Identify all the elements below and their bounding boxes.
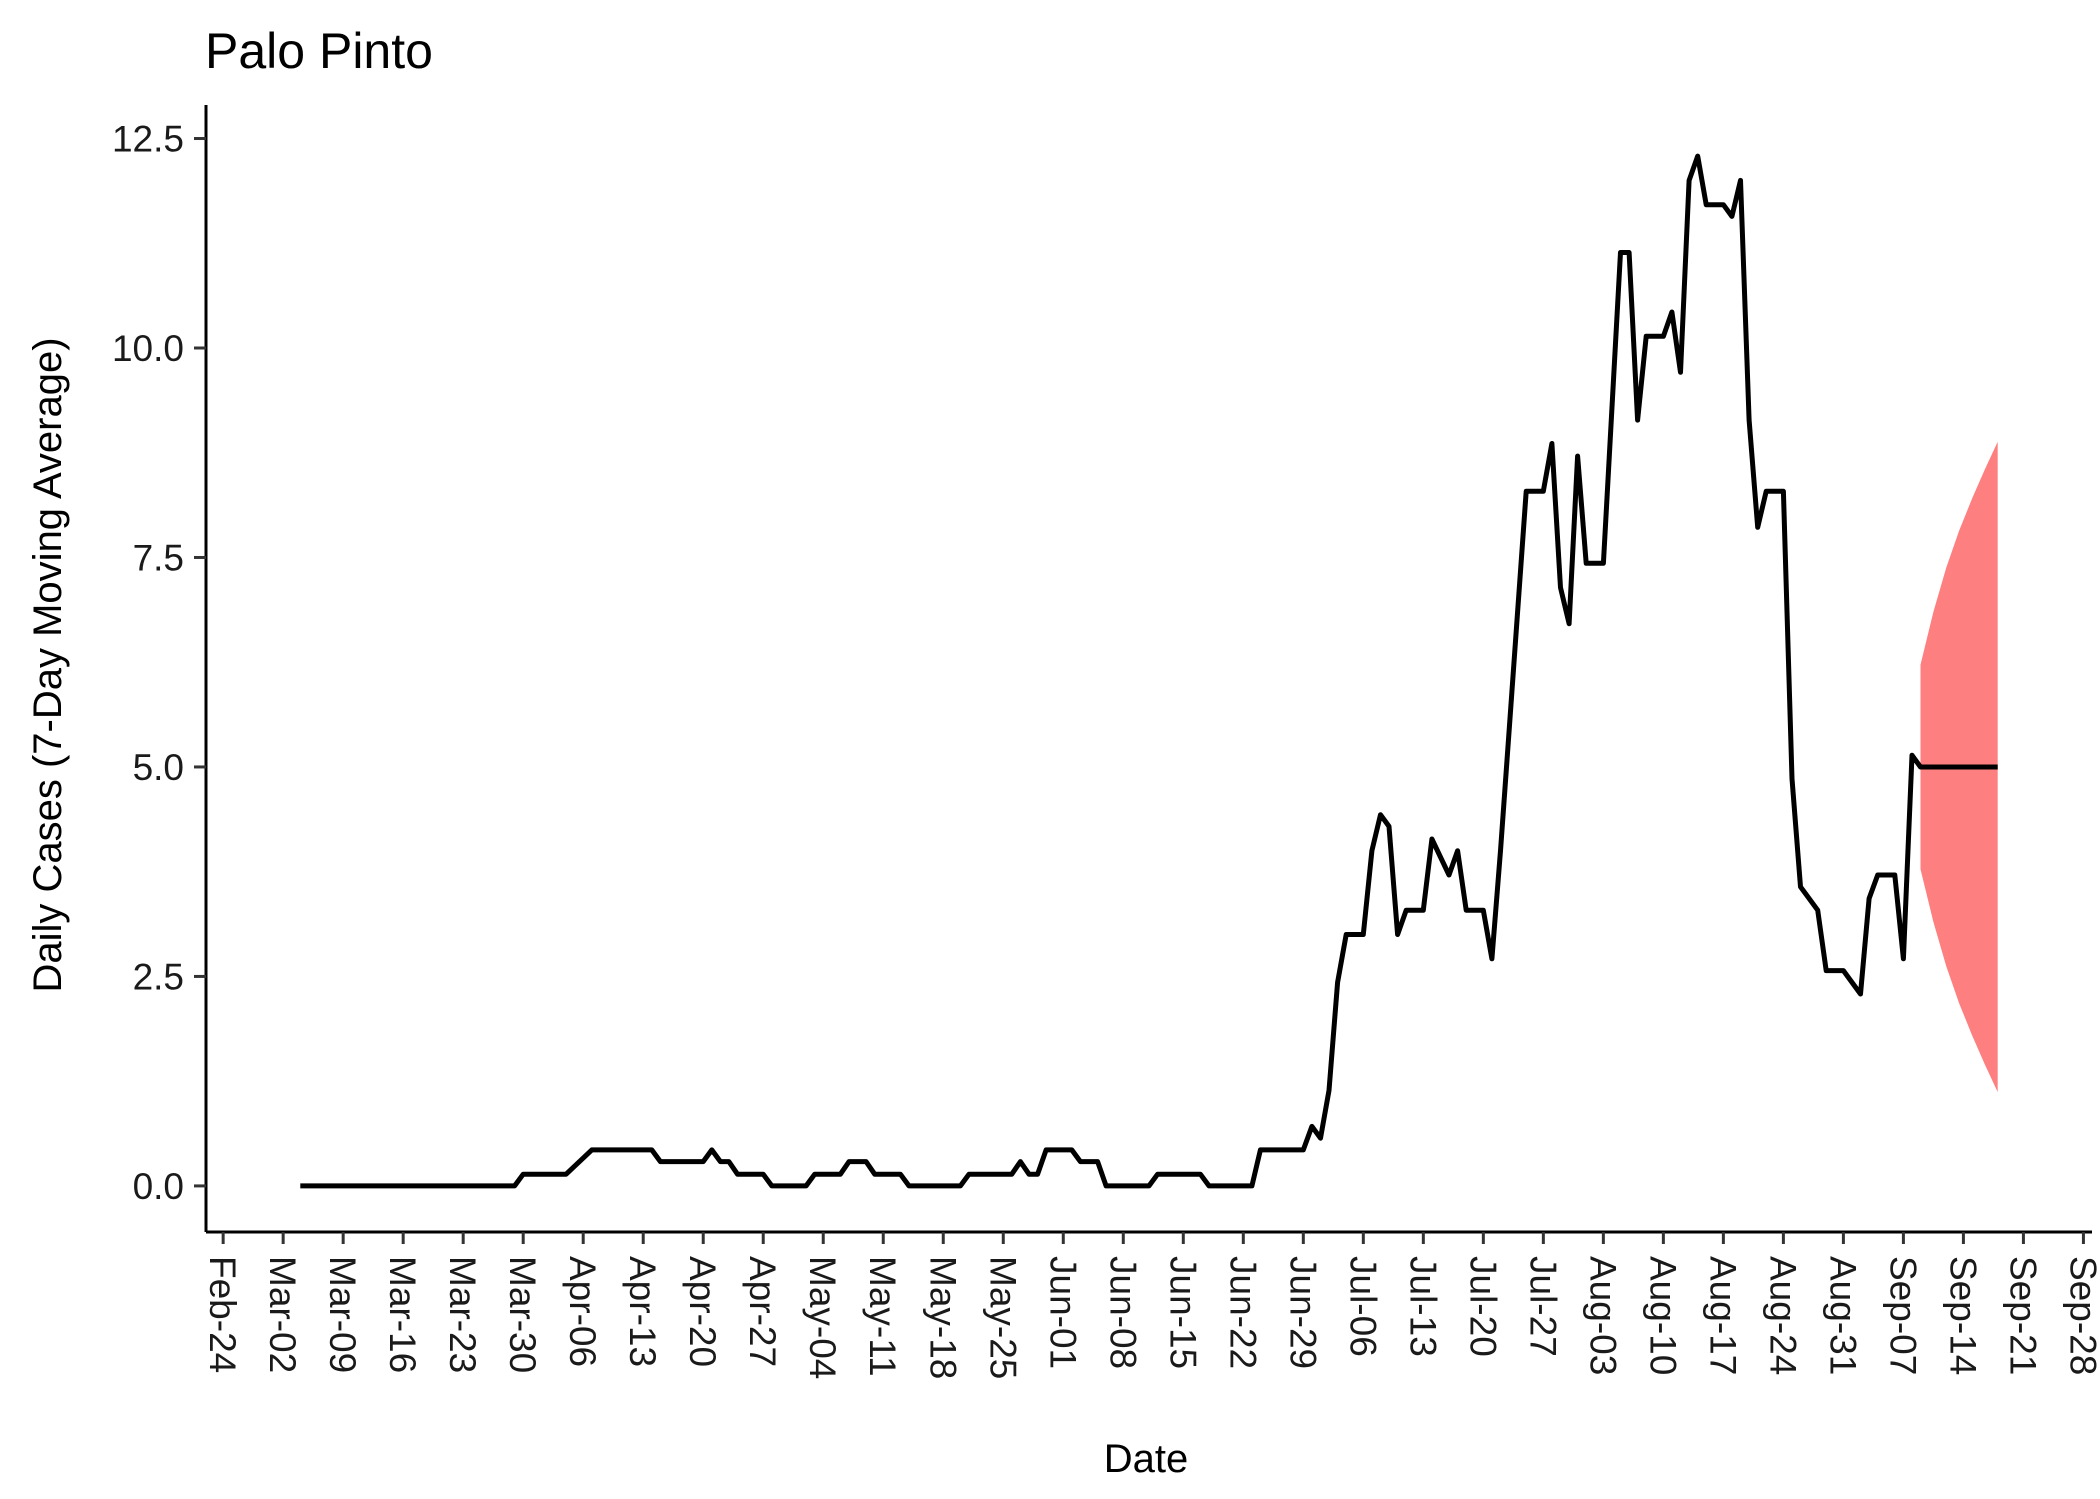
x-tick-label: Jun-08 xyxy=(1102,1256,1143,1369)
x-tick-label: Mar-09 xyxy=(322,1256,363,1373)
y-tick-label: 0.0 xyxy=(133,1166,184,1207)
x-tick-label: Jul-13 xyxy=(1402,1256,1443,1357)
series-line-layer xyxy=(300,153,1998,1189)
chart-title: Palo Pinto xyxy=(205,23,433,79)
x-tick-label: Aug-03 xyxy=(1582,1256,1623,1375)
x-tick-label: Sep-07 xyxy=(1882,1256,1923,1375)
x-tick-label: Sep-14 xyxy=(1942,1256,1983,1375)
x-tick-label: Apr-20 xyxy=(682,1256,723,1367)
x-axis-ticks: Feb-24 Mar-02 Mar-09 Mar-16 Mar-23 Mar-30 Apr-… xyxy=(202,1232,2100,1379)
x-tick-label: Apr-13 xyxy=(622,1256,663,1367)
series-line-0 xyxy=(300,153,1998,1189)
y-tick-label: 5.0 xyxy=(133,747,184,788)
y-axis-label: Daily Cases (7-Day Moving Average) xyxy=(26,337,70,992)
x-tick-label: Aug-24 xyxy=(1762,1256,1803,1375)
x-tick-label: Jun-22 xyxy=(1222,1256,1263,1369)
x-tick-label: May-25 xyxy=(982,1256,1023,1379)
x-tick-label: Aug-10 xyxy=(1642,1256,1683,1375)
x-tick-label: Mar-16 xyxy=(382,1256,423,1373)
x-tick-label: Apr-06 xyxy=(562,1256,603,1367)
x-tick-label: Aug-31 xyxy=(1822,1256,1863,1375)
x-tick-label: Apr-27 xyxy=(742,1256,783,1367)
x-tick-label: Mar-23 xyxy=(442,1256,483,1373)
x-tick-label: Feb-24 xyxy=(202,1256,243,1373)
x-tick-label: Jun-15 xyxy=(1162,1256,1203,1369)
x-tick-label: Mar-02 xyxy=(262,1256,303,1373)
x-tick-label: May-11 xyxy=(862,1256,903,1377)
y-tick-label: 10.0 xyxy=(112,328,184,369)
y-tick-label: 12.5 xyxy=(112,119,184,160)
x-tick-label: Jul-27 xyxy=(1522,1256,1563,1357)
y-tick-label: 2.5 xyxy=(133,956,184,997)
y-axis-ticks: 0.0 2.5 5.0 7.5 10.0 12.5 xyxy=(112,119,206,1207)
x-tick-label: Jul-20 xyxy=(1462,1256,1503,1357)
x-tick-label: Jun-01 xyxy=(1042,1256,1083,1369)
x-tick-label: Jul-06 xyxy=(1342,1256,1383,1357)
x-tick-label: Mar-30 xyxy=(502,1256,543,1373)
x-tick-label: Sep-28 xyxy=(2062,1256,2100,1375)
x-tick-label: May-04 xyxy=(802,1256,843,1379)
x-tick-label: Jun-29 xyxy=(1282,1256,1323,1369)
x-axis-label: Date xyxy=(1104,1437,1189,1481)
x-tick-label: Sep-21 xyxy=(2002,1256,2043,1375)
y-tick-label: 7.5 xyxy=(133,537,184,578)
x-tick-label: Aug-17 xyxy=(1702,1256,1743,1375)
x-tick-label: May-18 xyxy=(922,1256,963,1379)
